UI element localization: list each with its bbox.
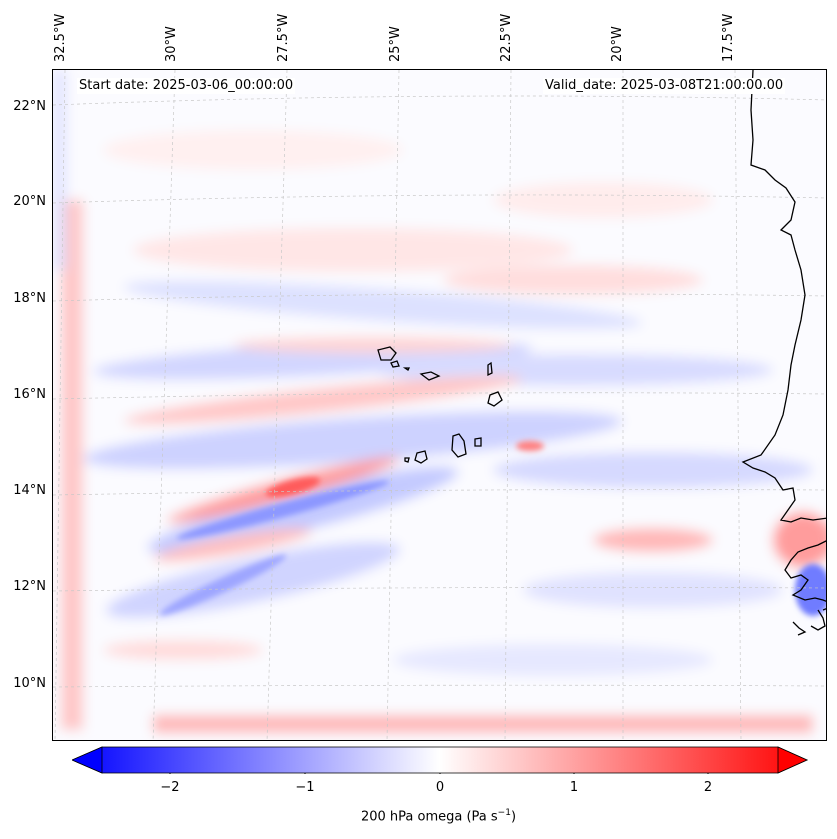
cape-verde-islands: [377, 346, 503, 464]
lat-label-16n: 16°N: [13, 387, 46, 402]
colorbar-label-text: 200 hPa omega (Pa s: [360, 809, 498, 825]
colorbar-tick-neg1: −1: [295, 780, 315, 795]
lon-label-17-5w: 17.5°W: [721, 13, 736, 62]
colorbar-tick-1: 1: [569, 780, 579, 795]
lon-label-20w: 20°W: [610, 26, 625, 62]
start-date-label: Start date: 2025-03-06_00:00:00: [77, 78, 296, 94]
omega-field: [53, 70, 826, 740]
graticule: [53, 70, 826, 740]
lon-label-27-5w: 27.5°W: [276, 13, 291, 62]
coastline-south-bits: [792, 608, 826, 636]
colorbar-tick-neg2: −2: [160, 780, 180, 795]
colorbar-tick-0: 0: [435, 780, 445, 795]
omega-extrema: [159, 441, 826, 616]
map-frame[interactable]: [52, 69, 827, 741]
africa-coastline: [741, 70, 826, 523]
lon-label-30w: 30°W: [164, 26, 179, 62]
colorbar-label-sup: −1: [497, 808, 511, 818]
lat-label-10n: 10°N: [13, 676, 46, 691]
lat-label-20n: 20°N: [13, 194, 46, 209]
lat-label-12n: 12°N: [13, 579, 46, 594]
colorbar: [72, 746, 808, 774]
lon-label-32-5w: 32.5°W: [53, 13, 68, 62]
colorbar-label: 200 hPa omega (Pa s−1): [0, 808, 837, 824]
lat-label-14n: 14°N: [13, 483, 46, 498]
map-canvas[interactable]: [53, 70, 827, 741]
lat-label-22n: 22°N: [13, 99, 46, 114]
lat-label-18n: 18°N: [13, 291, 46, 306]
colorbar-label-end: ): [510, 809, 517, 825]
colorbar-tick-2: 2: [703, 780, 713, 795]
africa-coastline-south: [784, 540, 826, 602]
lon-label-22-5w: 22.5°W: [499, 13, 514, 62]
valid-date-label: Valid_date: 2025-03-08T21:00:00.00: [543, 78, 786, 94]
lon-label-25w: 25°W: [388, 26, 403, 62]
